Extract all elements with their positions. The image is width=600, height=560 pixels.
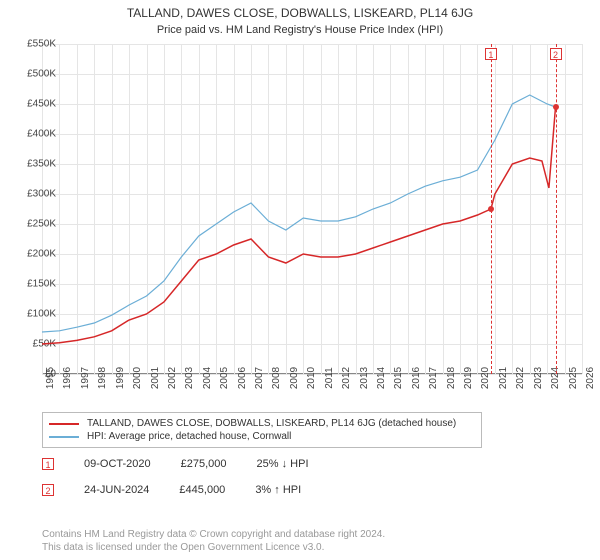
legend-swatch — [49, 423, 79, 425]
legend-item-property: TALLAND, DAWES CLOSE, DOBWALLS, LISKEARD… — [49, 417, 475, 430]
marker-line — [556, 44, 557, 374]
legend-swatch — [49, 436, 79, 438]
footer-line-1: Contains HM Land Registry data © Crown c… — [42, 528, 385, 541]
legend-item-hpi: HPI: Average price, detached house, Corn… — [49, 430, 475, 443]
series-line-property — [42, 107, 556, 344]
sale-marker-box: 2 — [42, 484, 54, 496]
sale-delta: 25% ↓ HPI — [257, 458, 309, 470]
legend-label: HPI: Average price, detached house, Corn… — [87, 431, 291, 442]
chart-container: TALLAND, DAWES CLOSE, DOBWALLS, LISKEARD… — [0, 0, 600, 560]
sale-delta: 3% ↑ HPI — [255, 484, 301, 496]
sale-marker-box: 1 — [42, 458, 54, 470]
sale-row-1: 1 09-OCT-2020 £275,000 25% ↓ HPI — [42, 458, 309, 470]
chart-subtitle: Price paid vs. HM Land Registry's House … — [0, 20, 600, 36]
series-lines — [42, 44, 582, 374]
sale-date: 24-JUN-2024 — [84, 484, 149, 496]
series-line-hpi — [42, 95, 556, 332]
sale-date: 09-OCT-2020 — [84, 458, 151, 470]
footer-line-2: This data is licensed under the Open Gov… — [42, 541, 385, 554]
marker-number-box: 2 — [550, 48, 562, 60]
sale-row-2: 2 24-JUN-2024 £445,000 3% ↑ HPI — [42, 484, 301, 496]
marker-dot — [553, 104, 559, 110]
chart-title: TALLAND, DAWES CLOSE, DOBWALLS, LISKEARD… — [0, 0, 600, 20]
marker-dot — [488, 206, 494, 212]
sale-price: £275,000 — [181, 458, 227, 470]
marker-number-box: 1 — [485, 48, 497, 60]
gridline-v — [582, 44, 583, 374]
legend: TALLAND, DAWES CLOSE, DOBWALLS, LISKEARD… — [42, 412, 482, 448]
sale-price: £445,000 — [179, 484, 225, 496]
xtick-label: 2026 — [585, 367, 596, 389]
legend-label: TALLAND, DAWES CLOSE, DOBWALLS, LISKEARD… — [87, 418, 456, 429]
footer-attribution: Contains HM Land Registry data © Crown c… — [42, 528, 385, 554]
